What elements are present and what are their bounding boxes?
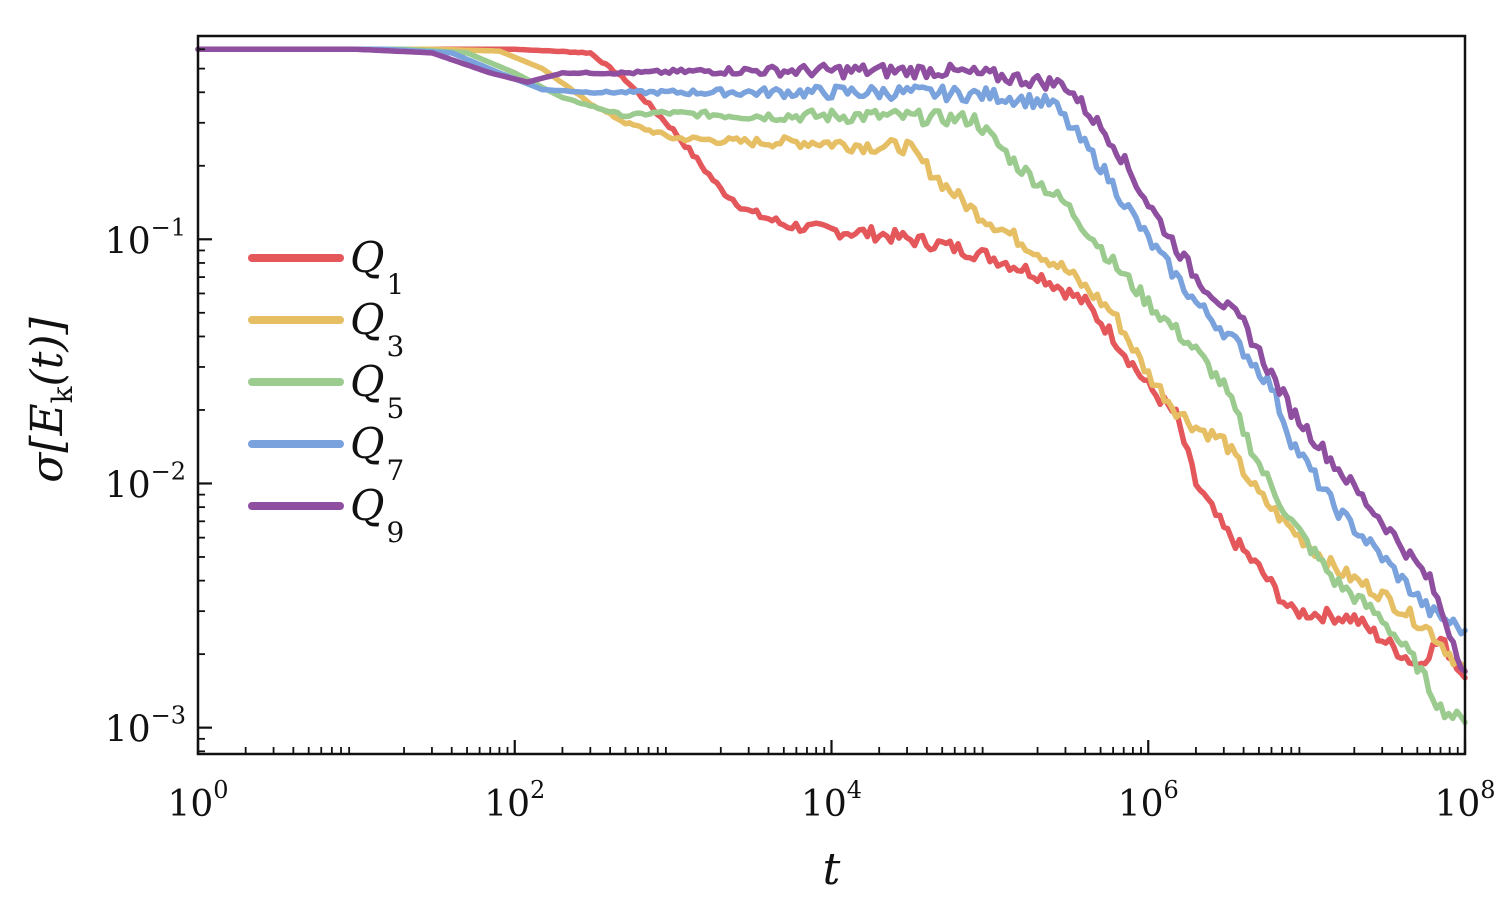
- legend-item-q3: Q3: [248, 295, 404, 363]
- legend-item-q1: Q1: [248, 233, 404, 301]
- legend-label: Q5: [350, 357, 404, 425]
- series-line-q9: [195, 46, 1468, 675]
- legend-label: Q9: [350, 481, 404, 549]
- legend-item-q9: Q9: [248, 481, 404, 549]
- x-tick-label: 108: [1434, 776, 1495, 825]
- y-axis-label: σ[Ek(t)]: [22, 316, 79, 482]
- x-tick-label: 100: [167, 776, 228, 825]
- y-tick-label: 10−3: [105, 702, 186, 751]
- legend-label: Q1: [350, 233, 404, 301]
- x-tick-label: 106: [1118, 776, 1179, 825]
- y-tick-label: 10−2: [105, 457, 186, 506]
- y-axis: 10−1 10−2 10−3: [105, 48, 212, 753]
- series-layer: [195, 46, 1468, 726]
- legend-item-q5: Q5: [248, 357, 404, 425]
- x-tick-label: 104: [801, 776, 862, 825]
- x-axis: 100 102 104 106 108: [167, 740, 1496, 825]
- y-tick-label: 10−1: [105, 213, 186, 262]
- x-axis-label: t: [823, 844, 841, 895]
- legend-label: Q3: [350, 295, 404, 363]
- legend-label: Q7: [350, 419, 404, 487]
- x-tick-label: 102: [484, 776, 545, 825]
- legend-item-q7: Q7: [248, 419, 404, 487]
